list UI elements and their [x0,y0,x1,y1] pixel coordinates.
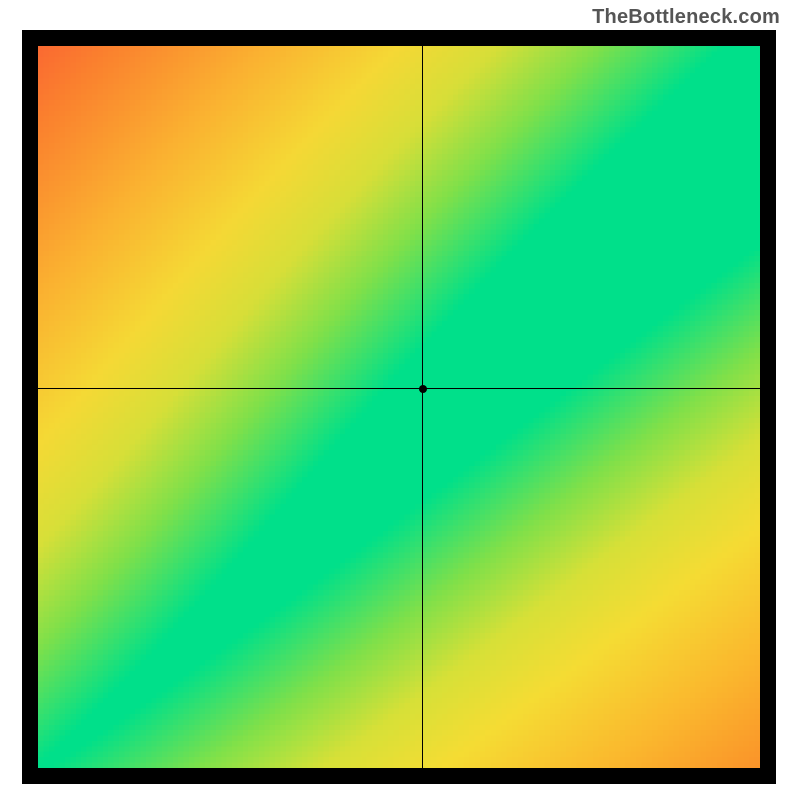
chart-stage: { "watermark": { "text": "TheBottleneck.… [0,0,800,800]
plot-frame [22,30,776,784]
heatmap-canvas [22,30,776,784]
crosshair-vertical [422,46,423,768]
crosshair-horizontal [38,388,760,389]
crosshair-marker [419,385,427,393]
watermark-text: TheBottleneck.com [592,6,780,29]
